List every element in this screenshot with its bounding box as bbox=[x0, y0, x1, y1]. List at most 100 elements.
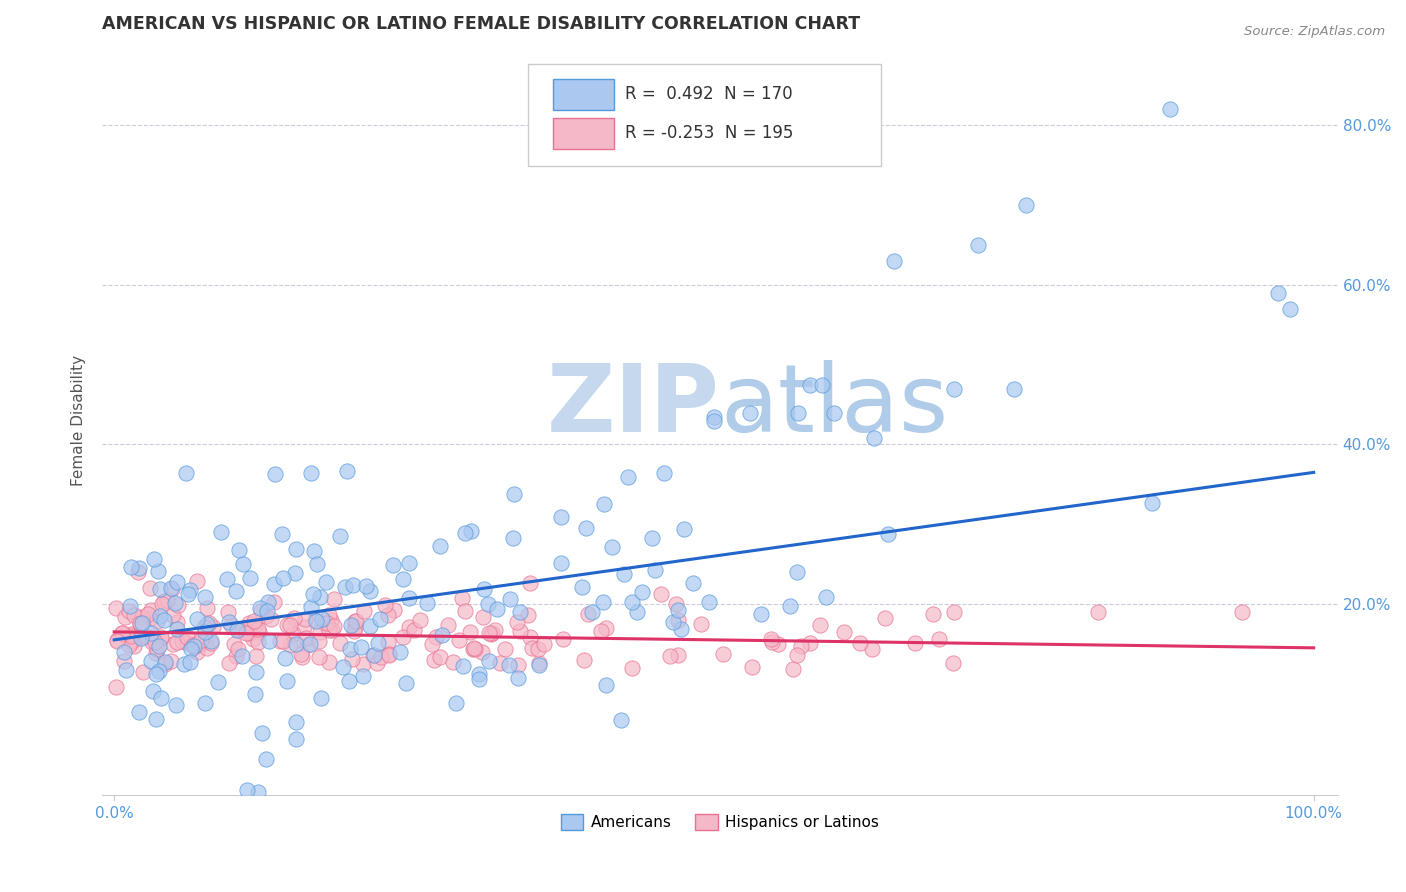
Point bbox=[395, 675, 418, 690]
Point bbox=[186, 574, 208, 589]
Point bbox=[174, 467, 197, 481]
Point bbox=[115, 663, 138, 677]
Point bbox=[176, 631, 198, 645]
Point bbox=[312, 615, 335, 630]
Point bbox=[249, 604, 271, 618]
Point bbox=[231, 649, 253, 664]
Point bbox=[162, 636, 184, 650]
Point bbox=[257, 634, 280, 648]
Point bbox=[120, 559, 142, 574]
Point bbox=[299, 466, 322, 480]
Point bbox=[571, 580, 593, 594]
Point bbox=[294, 612, 316, 626]
Point bbox=[682, 576, 704, 591]
Text: R = -0.253  N = 195: R = -0.253 N = 195 bbox=[624, 124, 793, 143]
Point bbox=[160, 582, 183, 596]
Point bbox=[673, 523, 696, 537]
Point bbox=[374, 599, 396, 613]
Point bbox=[942, 382, 965, 396]
Point bbox=[112, 645, 135, 659]
Point bbox=[228, 543, 250, 558]
Point bbox=[517, 608, 540, 623]
Point bbox=[246, 635, 269, 649]
Point bbox=[441, 655, 464, 669]
Point bbox=[284, 542, 307, 557]
Point bbox=[425, 630, 447, 644]
Point bbox=[533, 637, 555, 651]
Point bbox=[302, 543, 325, 558]
Point bbox=[481, 626, 503, 640]
Point bbox=[235, 624, 257, 638]
Point bbox=[595, 678, 617, 692]
Point bbox=[503, 487, 526, 501]
Point bbox=[176, 635, 198, 649]
Point bbox=[245, 665, 267, 679]
Point bbox=[111, 626, 134, 640]
Point bbox=[318, 624, 340, 638]
Point bbox=[131, 631, 153, 645]
FancyBboxPatch shape bbox=[553, 78, 613, 110]
Point bbox=[786, 648, 808, 662]
Text: ZIP: ZIP bbox=[547, 359, 720, 451]
Point bbox=[142, 684, 165, 698]
Point bbox=[254, 752, 277, 766]
FancyBboxPatch shape bbox=[553, 118, 613, 149]
Point bbox=[305, 614, 328, 628]
Point bbox=[190, 632, 212, 647]
Point bbox=[641, 531, 664, 545]
Point bbox=[1140, 496, 1163, 510]
Point bbox=[131, 610, 153, 624]
Point bbox=[786, 566, 808, 580]
Point bbox=[153, 613, 176, 627]
Point bbox=[336, 464, 359, 478]
Point bbox=[942, 605, 965, 619]
Point bbox=[377, 634, 399, 648]
Text: AMERICAN VS HISPANIC OR LATINO FEMALE DISABILITY CORRELATION CHART: AMERICAN VS HISPANIC OR LATINO FEMALE DI… bbox=[103, 15, 860, 33]
Point bbox=[741, 659, 763, 673]
Point bbox=[132, 665, 155, 679]
Point bbox=[122, 608, 145, 623]
Point bbox=[471, 645, 494, 659]
Point bbox=[484, 623, 506, 637]
Point bbox=[219, 617, 242, 632]
Point bbox=[155, 657, 177, 672]
Point bbox=[276, 673, 298, 688]
Point bbox=[165, 698, 187, 712]
Point bbox=[550, 556, 572, 570]
Point bbox=[235, 626, 257, 640]
Point bbox=[145, 634, 167, 648]
Point bbox=[218, 615, 240, 629]
Point bbox=[382, 558, 405, 573]
Point bbox=[284, 637, 307, 651]
Point bbox=[207, 675, 229, 690]
Point bbox=[335, 580, 357, 594]
Point bbox=[873, 611, 896, 625]
Point bbox=[118, 638, 141, 652]
Point bbox=[823, 406, 845, 420]
Point bbox=[217, 572, 239, 586]
Point bbox=[145, 646, 167, 660]
Point bbox=[468, 666, 491, 681]
Text: R =  0.492  N = 170: R = 0.492 N = 170 bbox=[624, 86, 793, 103]
Point bbox=[429, 539, 451, 553]
Point bbox=[256, 604, 278, 618]
Point bbox=[263, 595, 285, 609]
Point bbox=[120, 629, 142, 643]
Point bbox=[509, 605, 531, 619]
Point bbox=[666, 613, 689, 627]
Point bbox=[308, 625, 330, 640]
Point bbox=[200, 636, 222, 650]
Point bbox=[149, 608, 172, 623]
Point bbox=[153, 655, 176, 669]
Point bbox=[519, 575, 541, 590]
Point bbox=[472, 610, 495, 624]
Point bbox=[148, 664, 170, 678]
Point bbox=[472, 582, 495, 597]
Point bbox=[366, 656, 388, 670]
Point bbox=[666, 648, 689, 663]
Point bbox=[245, 649, 267, 664]
Point bbox=[367, 635, 389, 649]
Point bbox=[198, 616, 221, 631]
Y-axis label: Female Disability: Female Disability bbox=[72, 355, 86, 486]
Point bbox=[297, 638, 319, 652]
